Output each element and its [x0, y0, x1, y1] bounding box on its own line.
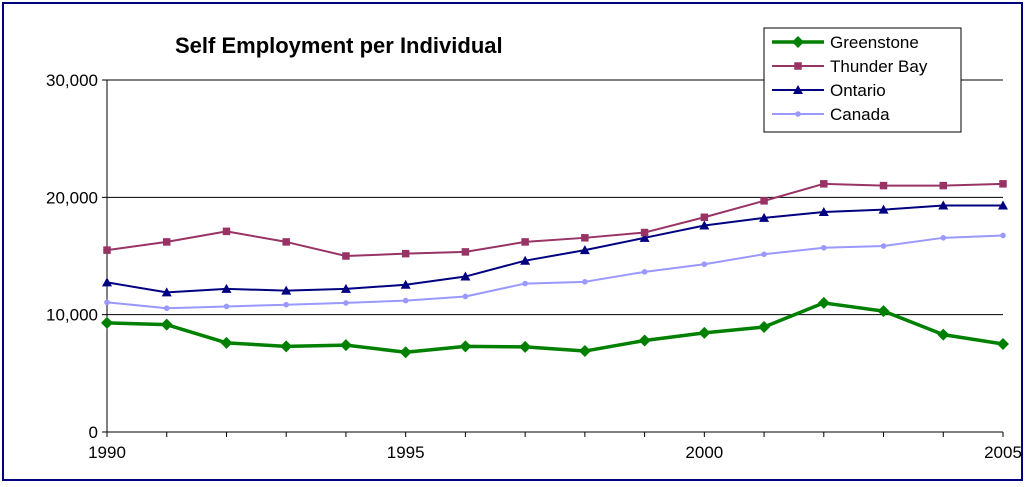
data-point [104, 299, 110, 306]
data-point [342, 252, 350, 260]
data-point [221, 283, 232, 293]
data-point [339, 339, 352, 352]
y-tick-label: 0 [89, 423, 98, 442]
data-point [878, 204, 889, 214]
series-line [106, 301, 1004, 354]
data-point [102, 277, 112, 287]
legend-item: Canada [772, 105, 890, 124]
series-canada [104, 232, 1006, 312]
y-tick-label: 20,000 [46, 188, 98, 207]
series-line [106, 204, 1003, 294]
data-point [640, 228, 649, 237]
legend: Greenstone Thunder Bay Ontario Canada [763, 27, 962, 133]
data-point [461, 248, 470, 256]
data-point [701, 261, 708, 268]
series-ontario [102, 200, 1008, 297]
data-point [162, 238, 171, 246]
legend-label: Canada [830, 105, 890, 124]
data-point [759, 212, 770, 222]
data-point [522, 280, 528, 287]
axes: 0 10,000 20,000 30,000 1990 1995 2000 2005 [46, 71, 1022, 462]
data-point [283, 301, 290, 308]
legend-label: Greenstone [830, 33, 919, 52]
legend-marker [795, 111, 801, 117]
data-point [400, 279, 411, 289]
data-point [698, 326, 711, 339]
data-point [699, 220, 710, 230]
data-point [877, 305, 890, 318]
data-point [999, 180, 1007, 188]
series-line [106, 182, 1004, 257]
data-point [520, 255, 531, 265]
data-point [281, 285, 292, 295]
data-point [997, 338, 1009, 350]
data-point [280, 340, 293, 353]
data-point [758, 320, 771, 333]
data-point [940, 235, 947, 241]
y-tick-label: 30,000 [46, 71, 98, 90]
legend-label: Ontario [830, 81, 886, 100]
data-point [818, 207, 829, 216]
series-layer [101, 180, 1009, 359]
x-tick-label: 1990 [88, 443, 126, 462]
series-line [106, 234, 1004, 310]
x-tick-label: 1995 [387, 443, 425, 462]
y-tick-label: 10,000 [46, 306, 98, 325]
data-point [220, 336, 233, 349]
data-point [639, 232, 650, 242]
data-point [761, 251, 767, 258]
data-point [101, 316, 113, 329]
legend-label: Thunder Bay [830, 57, 928, 76]
data-point [163, 305, 170, 312]
data-point [521, 238, 529, 246]
chart-title: Self Employment per Individual [175, 33, 503, 58]
data-point [402, 297, 409, 304]
data-point [820, 180, 828, 188]
data-point [160, 318, 173, 331]
x-tick-label: 2000 [685, 443, 723, 462]
data-point [937, 328, 950, 341]
data-point [880, 243, 887, 249]
data-point [817, 296, 830, 309]
data-point [462, 293, 469, 300]
data-point [581, 234, 589, 242]
data-point [103, 246, 111, 254]
data-point [343, 300, 349, 306]
data-point [340, 283, 351, 293]
legend-item: Greenstone [772, 33, 919, 52]
series-greenstone [101, 296, 1009, 359]
data-point [939, 181, 948, 190]
data-point [223, 303, 230, 310]
data-point [998, 200, 1008, 210]
data-point [401, 249, 410, 258]
data-point [760, 197, 768, 205]
legend-marker [794, 62, 802, 70]
x-tick-label: 2005 [984, 443, 1022, 462]
legend-marker [792, 36, 804, 48]
data-point [460, 271, 471, 281]
data-point [459, 340, 472, 353]
data-point [578, 345, 591, 358]
data-point [938, 200, 949, 210]
legend-item: Thunder Bay [772, 57, 928, 76]
data-point [282, 238, 290, 246]
data-point [519, 340, 532, 353]
data-point [641, 269, 648, 275]
legend-item: Ontario [772, 81, 886, 100]
data-point [222, 227, 231, 236]
data-point [700, 213, 709, 222]
legend-marker [793, 85, 803, 94]
data-point [638, 334, 651, 347]
data-point [879, 181, 888, 190]
data-point [582, 279, 588, 285]
data-point [579, 245, 590, 255]
data-point [399, 346, 412, 359]
data-point [1000, 232, 1006, 239]
data-point [161, 287, 172, 297]
data-point [821, 244, 827, 251]
series-thunder-bay [103, 180, 1007, 260]
